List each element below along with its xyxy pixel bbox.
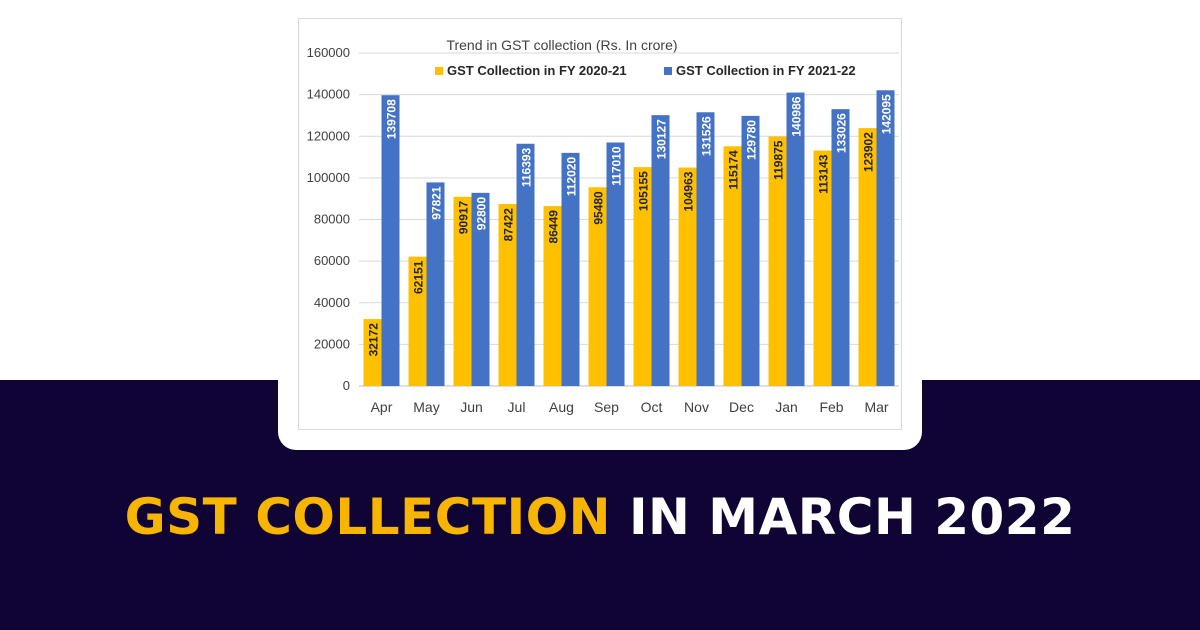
data-label: 117010 [610,146,624,186]
y-tick-label: 0 [343,378,350,393]
data-label: 105155 [637,171,651,211]
data-label: 140986 [790,96,804,136]
x-tick-label: May [413,399,439,415]
data-label: 139708 [385,99,399,139]
y-tick-label: 60000 [314,253,350,268]
bar [858,128,877,386]
bar [606,142,625,386]
data-label: 130127 [655,119,669,159]
bar [543,206,562,386]
x-tick-label: Jan [775,399,798,415]
headline-rest: IN MARCH 2022 [628,488,1076,546]
x-tick-label: Jul [508,399,526,415]
data-label: 133026 [835,113,849,153]
bar [768,136,787,386]
chart-frame [298,18,902,430]
bar [408,256,427,386]
bar [516,143,535,386]
bar [633,167,652,386]
bar [678,167,697,386]
x-tick-label: Sep [594,399,619,415]
bar [831,109,850,386]
y-tick-label: 100000 [307,170,350,185]
x-tick-label: Nov [684,399,709,415]
bar [876,90,895,387]
x-tick-label: Jun [460,399,483,415]
data-label: 95480 [592,191,606,225]
data-label: 115174 [727,150,741,190]
data-label: 113143 [817,154,831,194]
data-label: 129780 [745,120,759,160]
bar [471,192,490,386]
bar [723,146,742,386]
legend-label: GST Collection in FY 2020-21 [447,63,627,78]
x-tick-label: Oct [641,399,663,415]
y-tick-label: 40000 [314,295,350,310]
y-tick-label: 80000 [314,212,350,227]
bar [741,115,760,386]
data-label: 86449 [547,210,561,244]
bar [453,196,472,386]
x-tick-label: Apr [371,399,393,415]
data-label: 32172 [367,323,381,357]
bar [651,115,670,386]
bar [561,152,580,386]
x-tick-label: Feb [819,399,843,415]
y-tick-label: 20000 [314,336,350,351]
y-tick-label: 120000 [307,128,350,143]
chart-title: Trend in GST collection (Rs. In crore) [446,37,677,53]
headline: GST COLLECTION IN MARCH 2022 [0,488,1200,546]
legend-swatch [435,67,443,75]
bar [363,319,382,386]
data-label: 97821 [430,186,444,220]
data-label: 123902 [862,132,876,172]
x-tick-label: Aug [549,399,574,415]
data-label: 112020 [565,157,579,197]
bar [786,92,805,387]
bar [813,150,832,386]
x-tick-label: Dec [729,399,754,415]
legend-label: GST Collection in FY 2021-22 [676,63,856,78]
bar [588,187,607,386]
bar [381,95,400,386]
data-label: 142095 [880,94,894,134]
bar [696,112,715,387]
headline-accent: GST COLLECTION [124,488,612,546]
data-label: 92800 [475,197,489,231]
bar [498,204,517,386]
y-tick-label: 140000 [307,87,350,102]
y-tick-label: 160000 [307,45,350,60]
data-label: 131526 [700,116,714,156]
data-label: 62151 [412,260,426,294]
x-tick-label: Mar [864,399,888,415]
data-label: 90917 [457,200,471,234]
bar [426,182,445,386]
data-label: 119875 [772,140,786,180]
data-label: 116393 [520,147,534,187]
data-label: 87422 [502,208,516,242]
data-label: 104963 [682,171,696,211]
legend-swatch [664,67,672,75]
gst-bar-chart: Trend in GST collection (Rs. In crore) 0 2… [307,37,899,415]
